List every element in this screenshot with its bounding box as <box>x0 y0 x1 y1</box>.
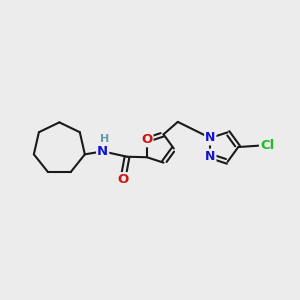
Text: Cl: Cl <box>260 139 274 152</box>
Text: H: H <box>100 134 109 145</box>
Text: N: N <box>97 145 108 158</box>
Text: O: O <box>118 173 129 186</box>
Text: N: N <box>205 131 215 144</box>
Text: N: N <box>205 150 215 163</box>
Text: O: O <box>141 133 152 146</box>
